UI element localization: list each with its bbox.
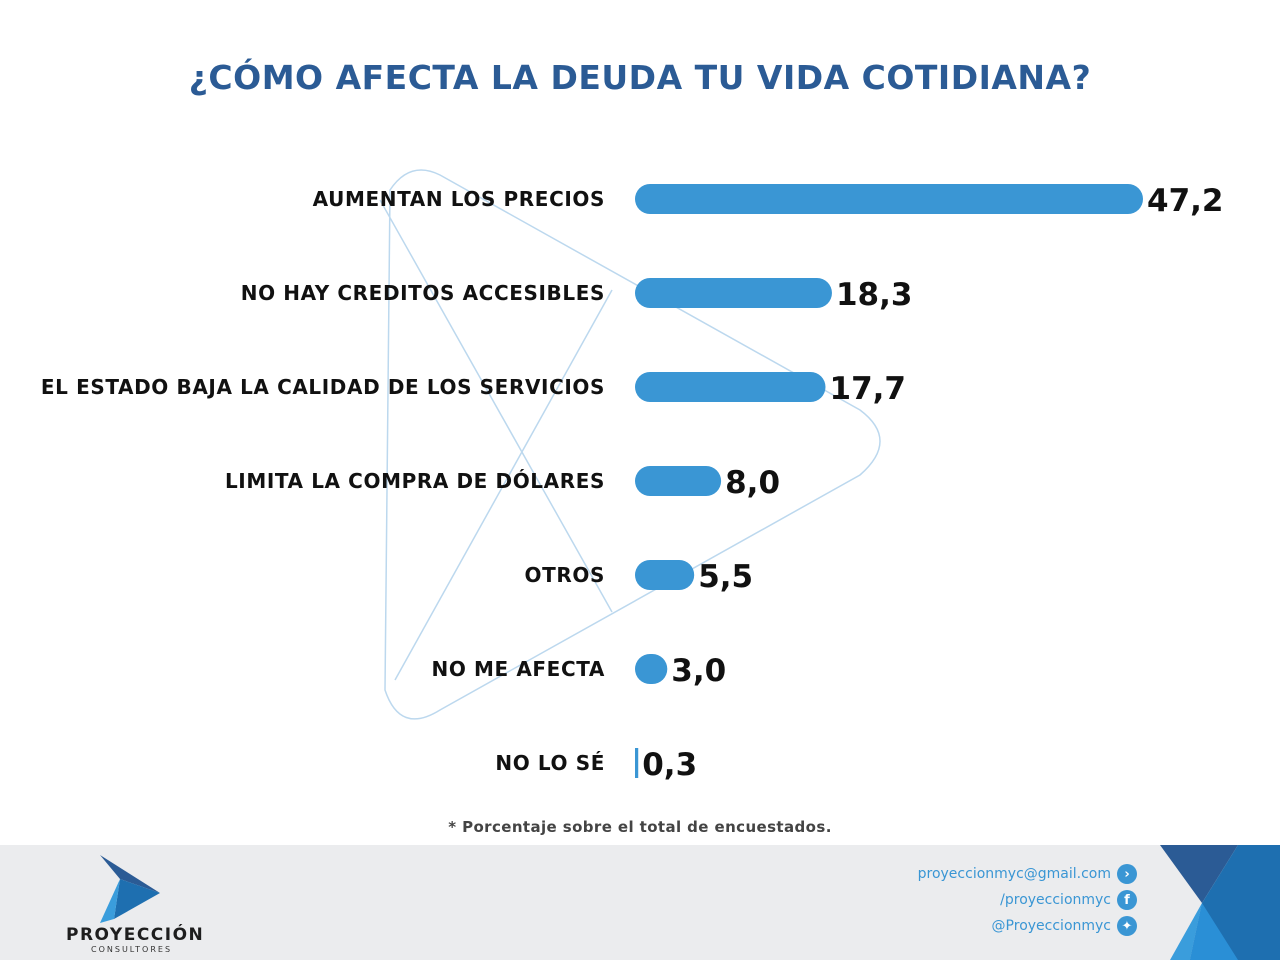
- email-text: proyeccionmyc@gmail.com: [917, 866, 1111, 882]
- chart-title: ¿CÓMO AFECTA LA DEUDA TU VIDA COTIDIANA?: [188, 58, 1092, 97]
- value-label: 5,5: [698, 559, 753, 595]
- facebook-contact[interactable]: /proyeccionmyc f: [1000, 890, 1137, 910]
- category-label: EL ESTADO BAJA LA CALIDAD DE LOS SERVICI…: [41, 375, 605, 399]
- background-triangle-outline: [384, 169, 881, 720]
- footer-decoration: [1160, 845, 1280, 960]
- background-line: [394, 289, 613, 681]
- twitter-icon: ✦: [1117, 916, 1137, 936]
- category-label: NO HAY CREDITOS ACCESIBLES: [241, 281, 605, 305]
- category-label: NO ME AFECTA: [432, 657, 605, 681]
- bar: [635, 278, 832, 308]
- footer: PROYECCIÓN CONSULTORES proyeccionmyc@gma…: [0, 845, 1280, 960]
- value-label: 3,0: [671, 653, 726, 689]
- bar: [635, 184, 1143, 214]
- facebook-icon: f: [1117, 890, 1137, 910]
- bar: [635, 748, 639, 778]
- value-label: 47,2: [1147, 183, 1224, 219]
- value-label: 8,0: [725, 465, 780, 501]
- category-label: LIMITA LA COMPRA DE DÓLARES: [225, 469, 605, 493]
- value-label: 0,3: [642, 747, 697, 783]
- email-contact[interactable]: proyeccionmyc@gmail.com ›: [918, 864, 1137, 884]
- logo-name: PROYECCIÓN: [66, 925, 205, 945]
- bar-chart: AUMENTAN LOS PRECIOS 47,2 NO HAY CREDITOS …: [41, 169, 1224, 783]
- bar: [635, 560, 695, 590]
- background-line: [379, 199, 613, 613]
- category-label: OTROS: [525, 563, 605, 587]
- value-label: 18,3: [836, 277, 913, 313]
- footnote: * Porcentaje sobre el total de encuestad…: [448, 818, 832, 836]
- twitter-text: @Proyeccionmyc: [991, 918, 1111, 934]
- bar: [635, 372, 826, 402]
- facebook-text: /proyeccionmyc: [1000, 892, 1111, 908]
- bar: [635, 654, 668, 684]
- twitter-contact[interactable]: @Proyeccionmyc ✦: [992, 916, 1137, 936]
- category-label: NO LO SÉ: [495, 751, 605, 775]
- logo-subtitle: CONSULTORES: [91, 945, 173, 954]
- bar: [635, 466, 722, 496]
- chevron-right-icon: ›: [1117, 864, 1137, 884]
- value-label: 17,7: [830, 371, 907, 407]
- category-label: AUMENTAN LOS PRECIOS: [313, 187, 605, 211]
- logo-icon: [100, 855, 160, 923]
